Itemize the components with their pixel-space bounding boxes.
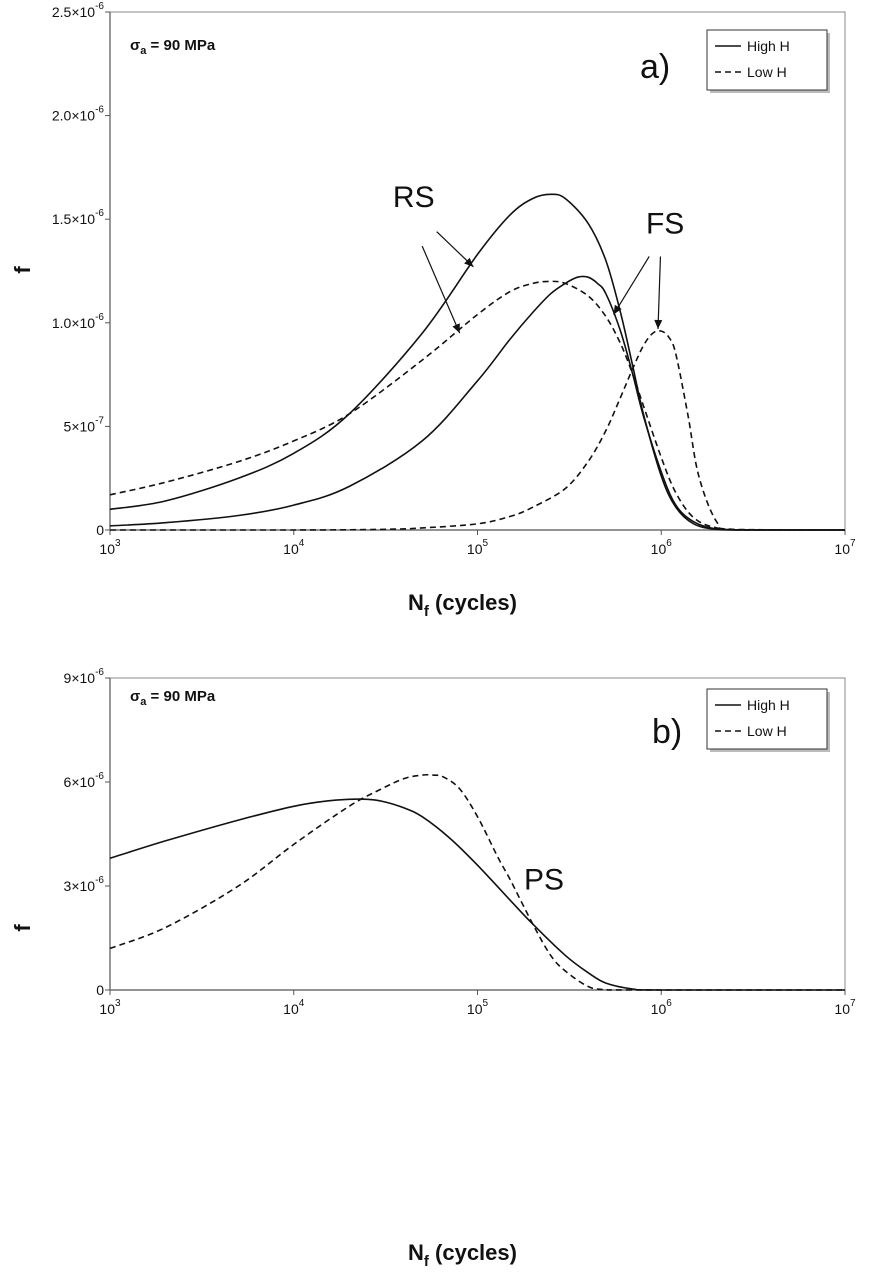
x-tick-label: 103: [99, 998, 121, 1017]
annotation-label: FS: [646, 208, 684, 241]
legend-label: High H: [747, 697, 790, 713]
annotation-arrow: [421, 245, 461, 334]
x-tick-label: 106: [651, 538, 673, 557]
x-tick-label: 107: [834, 998, 856, 1017]
legend-label: Low H: [747, 723, 787, 739]
legend-label: High H: [747, 38, 790, 54]
series-line: [109, 193, 845, 531]
annotation-arrow: [613, 256, 650, 315]
y-axis-title: f: [10, 924, 35, 932]
x-axis-title: Nf (cycles): [408, 590, 517, 620]
legend-label: Low H: [747, 64, 787, 80]
series-line: [109, 280, 845, 531]
x-axis-title: Nf (cycles): [408, 1240, 517, 1270]
legend-box: [706, 29, 828, 91]
y-tick-label: 0: [96, 982, 104, 998]
x-tick-label: 104: [283, 538, 305, 557]
annotation-arrowhead: [613, 304, 622, 315]
chart-panel-b: 103 104 105 106 107 0 3×10-6 6×10-6 9×10-6 Nf (cy…: [10, 667, 856, 1270]
chart-panel-a: 103 104 105 106 107 0 5×10-7 1.0×10-6 1.5×10-6 2.…: [10, 1, 856, 620]
y-tick-label: 1.5×10-6: [52, 208, 105, 227]
series-line: [109, 329, 846, 531]
series-line: [109, 773, 845, 991]
series-line: [109, 275, 845, 531]
y-tick-label: 2.0×10-6: [52, 105, 105, 124]
annotation-arrowhead: [654, 319, 663, 330]
y-axis-title: f: [10, 266, 35, 274]
y-tick-label: 5×10-7: [64, 415, 105, 434]
series-line: [109, 798, 845, 991]
legend-box: [706, 688, 828, 750]
panel-label: b): [652, 713, 682, 751]
x-tick-label: 105: [467, 538, 489, 557]
x-tick-label: 105: [467, 998, 489, 1017]
legend: High H Low H: [706, 688, 830, 752]
annotation-arrow: [657, 256, 662, 330]
stress-label: σa = 90 MPa: [130, 37, 216, 57]
stress-label: σa = 90 MPa: [130, 688, 216, 708]
x-tick-label: 103: [99, 538, 121, 557]
panel-label: a): [640, 48, 670, 86]
y-tick-label: 1.0×10-6: [52, 312, 105, 331]
annotation-arrowhead: [464, 257, 474, 267]
y-tick-label: 6×10-6: [64, 771, 105, 790]
x-tick-label: 107: [834, 538, 856, 557]
y-tick-label: 2.5×10-6: [52, 1, 105, 20]
legend: High H Low H: [706, 29, 830, 93]
x-tick-label: 104: [283, 998, 305, 1017]
annotation-label: RS: [393, 181, 435, 214]
x-tick-label: 106: [651, 998, 673, 1017]
annotation-arrowhead: [452, 323, 460, 334]
y-tick-label: 9×10-6: [64, 667, 105, 686]
annotation-label: PS: [524, 863, 564, 896]
y-tick-label: 0: [96, 522, 104, 538]
y-tick-label: 3×10-6: [64, 875, 105, 894]
